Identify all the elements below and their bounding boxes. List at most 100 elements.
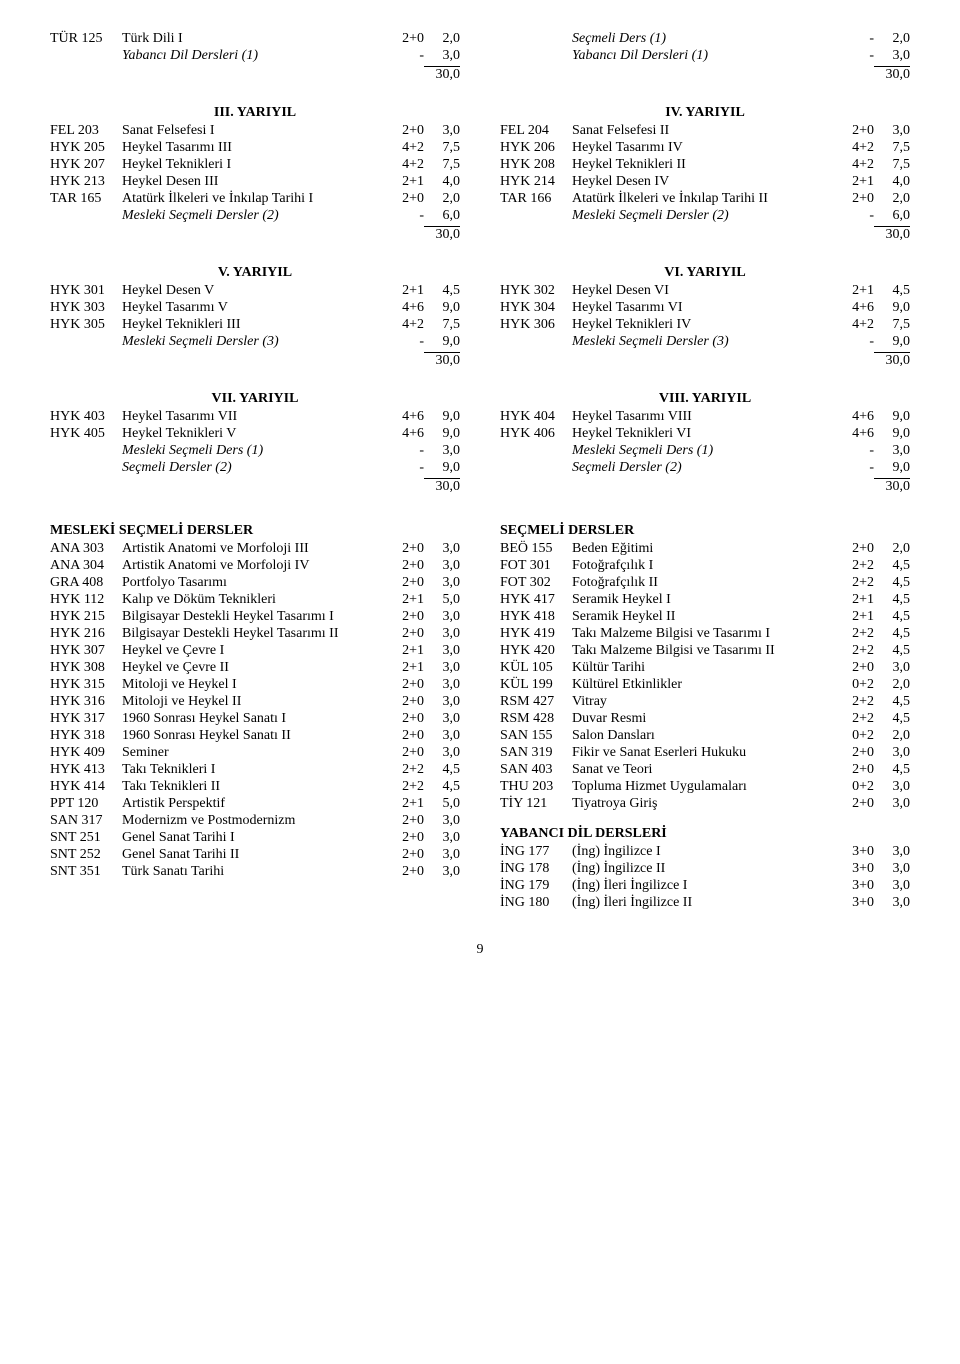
course-credit1: 2+0 [388, 609, 424, 625]
course-name: Heykel Teknikleri I [122, 157, 388, 173]
total-row: 30,0 [500, 479, 910, 495]
course-name: Seçmeli Dersler (2) [122, 460, 388, 476]
course-code: HYK 213 [50, 174, 122, 190]
course-credit2: 9,0 [424, 409, 460, 425]
course-name: (İng) İngilizce II [572, 861, 838, 877]
bottom-right1-rows: BEÖ 155Beden Eğitimi2+02,0FOT 301Fotoğra… [500, 541, 910, 812]
course-code: TİY 121 [500, 796, 572, 812]
course-name: Atatürk İlkeleri ve İnkılap Tarihi I [122, 191, 388, 207]
course-code: ANA 304 [50, 558, 122, 574]
course-code: FEL 203 [50, 123, 122, 139]
total-value: 30,0 [424, 353, 460, 369]
course-name: Mesleki Seçmeli Dersler (2) [572, 208, 838, 224]
course-credit2: 3,0 [424, 847, 460, 863]
course-name: Takı Teknikleri I [122, 762, 388, 778]
course-credit2: 3,0 [424, 575, 460, 591]
course-row: HYK 417Seramik Heykel I2+14,5 [500, 592, 910, 608]
course-code: HYK 403 [50, 409, 122, 425]
course-code: HYK 306 [500, 317, 572, 333]
course-credit2: 3,0 [874, 779, 910, 795]
course-name: Sanat Felsefesi I [122, 123, 388, 139]
course-credit2: 9,0 [874, 460, 910, 476]
course-credit1: 4+2 [838, 140, 874, 156]
course-credit2: 3,0 [424, 660, 460, 676]
course-row: KÜL 199Kültürel Etkinlikler0+22,0 [500, 677, 910, 693]
course-row: TAR 166Atatürk İlkeleri ve İnkılap Tarih… [500, 191, 910, 207]
course-row: HYK 207Heykel Teknikleri I4+27,5 [50, 157, 460, 173]
course-credit1: 2+1 [838, 174, 874, 190]
course-credit1: 4+2 [838, 157, 874, 173]
course-credit2: 3,0 [874, 844, 910, 860]
course-row: İNG 179(İng) İleri İngilizce I3+03,0 [500, 878, 910, 894]
course-credit2: 7,5 [424, 317, 460, 333]
course-credit2: 4,5 [874, 762, 910, 778]
course-row: HYK 214Heykel Desen IV2+14,0 [500, 174, 910, 190]
term-col: VIII. YARIYILHYK 404Heykel Tasarımı VIII… [500, 383, 910, 509]
course-row: Yabancı Dil Dersleri (1)-3,0 [500, 48, 910, 64]
course-credit2: 3,0 [874, 443, 910, 459]
course-name: Genel Sanat Tarihi II [122, 847, 388, 863]
course-credit1: 4+6 [838, 300, 874, 316]
course-name: Bilgisayar Destekli Heykel Tasarımı I [122, 609, 388, 625]
course-row: THU 203Topluma Hizmet Uygulamaları0+23,0 [500, 779, 910, 795]
course-name: Sanat ve Teori [572, 762, 838, 778]
term-block: III. YARIYILFEL 203Sanat Felsefesi I2+03… [50, 97, 910, 257]
bottom-block: MESLEKİ SEÇMELİ DERSLER ANA 303Artistik … [50, 509, 910, 912]
course-code: SAN 155 [500, 728, 572, 744]
course-code: KÜL 199 [500, 677, 572, 693]
course-credit2: 9,0 [874, 409, 910, 425]
course-code: SNT 351 [50, 864, 122, 880]
top-right-col: Seçmeli Ders (1)-2,0Yabancı Dil Dersleri… [500, 30, 910, 97]
course-name: Heykel Teknikleri III [122, 317, 388, 333]
course-row: HYK 216Bilgisayar Destekli Heykel Tasarı… [50, 626, 460, 642]
course-credit2: 3,0 [874, 861, 910, 877]
course-credit2: 4,5 [874, 609, 910, 625]
term-col: III. YARIYILFEL 203Sanat Felsefesi I2+03… [50, 97, 460, 257]
course-credit2: 4,5 [874, 558, 910, 574]
course-credit2: 7,5 [424, 157, 460, 173]
course-credit1: 2+1 [388, 643, 424, 659]
course-credit2: 2,0 [874, 31, 910, 47]
course-row: TÜR 125Türk Dili I2+02,0 [50, 31, 460, 47]
course-credit2: 4,5 [424, 779, 460, 795]
course-name: Mesleki Seçmeli Dersler (2) [122, 208, 388, 224]
course-row: HYK 3171960 Sonrası Heykel Sanatı I2+03,… [50, 711, 460, 727]
course-name: Seçmeli Ders (1) [572, 31, 838, 47]
course-credit1: 2+0 [838, 541, 874, 557]
course-credit1: 2+1 [838, 609, 874, 625]
page-number: 9 [50, 942, 910, 958]
section-head-secmeli: SEÇMELİ DERSLER [500, 523, 910, 539]
course-code: TAR 166 [500, 191, 572, 207]
course-credit2: 3,0 [424, 711, 460, 727]
course-name: (İng) İleri İngilizce II [572, 895, 838, 911]
course-code: HYK 308 [50, 660, 122, 676]
course-credit1: - [388, 48, 424, 64]
course-row: Mesleki Seçmeli Dersler (3)-9,0 [500, 334, 910, 350]
top-block: TÜR 125Türk Dili I2+02,0 Yabancı Dil Ders… [50, 30, 910, 97]
course-credit2: 2,0 [424, 191, 460, 207]
course-credit1: 2+0 [838, 762, 874, 778]
term-col: IV. YARIYILFEL 204Sanat Felsefesi II2+03… [500, 97, 910, 257]
course-credit2: 3,0 [424, 745, 460, 761]
course-name: Heykel ve Çevre I [122, 643, 388, 659]
course-credit2: 9,0 [424, 300, 460, 316]
course-row: SAN 403Sanat ve Teori2+04,5 [500, 762, 910, 778]
course-code: HYK 318 [50, 728, 122, 744]
course-credit1: 3+0 [838, 895, 874, 911]
course-code: HYK 205 [50, 140, 122, 156]
course-credit2: 3,0 [424, 541, 460, 557]
course-credit1: 2+0 [388, 558, 424, 574]
section-head-yabanci: YABANCI DİL DERSLERİ [500, 826, 910, 842]
course-code: HYK 208 [500, 157, 572, 173]
total-value: 30,0 [874, 227, 910, 243]
course-code: İNG 177 [500, 844, 572, 860]
course-name: Bilgisayar Destekli Heykel Tasarımı II [122, 626, 388, 642]
course-credit2: 2,0 [424, 31, 460, 47]
course-code: SNT 252 [50, 847, 122, 863]
term-heading: III. YARIYIL [50, 105, 460, 121]
course-credit1: 2+1 [388, 174, 424, 190]
course-credit2: 7,5 [874, 140, 910, 156]
course-code: GRA 408 [50, 575, 122, 591]
course-code: HYK 414 [50, 779, 122, 795]
course-name: Seçmeli Dersler (2) [572, 460, 838, 476]
